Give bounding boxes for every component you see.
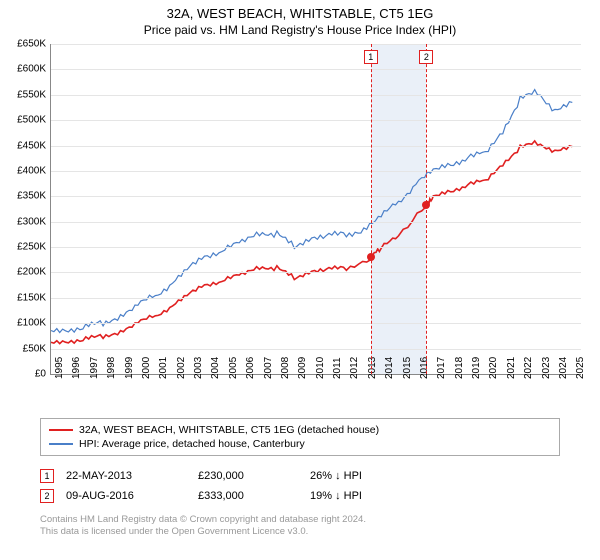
x-tick-label: 1998 [106, 357, 117, 379]
transaction-row: 2 09-AUG-2016 £333,000 19% ↓ HPI [40, 486, 560, 506]
x-tick-label: 2013 [367, 357, 378, 379]
y-tick-label: £550K [17, 89, 46, 100]
transaction-marker: 1 [40, 469, 54, 483]
y-tick-label: £650K [17, 39, 46, 50]
legend-box: 32A, WEST BEACH, WHITSTABLE, CT5 1EG (de… [40, 418, 560, 456]
x-tick-label: 2004 [210, 357, 221, 379]
footer-line-1: Contains HM Land Registry data © Crown c… [40, 514, 560, 526]
legend-swatch [49, 443, 73, 445]
x-tick-label: 2019 [471, 357, 482, 379]
x-tick-label: 2007 [263, 357, 274, 379]
y-tick-label: £450K [17, 140, 46, 151]
transaction-price: £230,000 [198, 470, 298, 482]
legend-item: HPI: Average price, detached house, Cant… [49, 437, 551, 451]
x-tick-label: 2002 [176, 357, 187, 379]
x-tick-label: 1995 [54, 357, 65, 379]
y-tick-label: £500K [17, 115, 46, 126]
gridline [51, 95, 581, 96]
gridline [51, 120, 581, 121]
x-tick-label: 2016 [419, 357, 430, 379]
x-tick-label: 2005 [228, 357, 239, 379]
x-tick-label: 1999 [124, 357, 135, 379]
y-tick-label: £300K [17, 216, 46, 227]
x-tick-label: 2003 [193, 357, 204, 379]
x-tick-label: 2006 [245, 357, 256, 379]
transaction-pct: 26% ↓ HPI [310, 470, 430, 482]
x-tick-label: 2018 [454, 357, 465, 379]
y-tick-label: £600K [17, 64, 46, 75]
transactions-table: 1 22-MAY-2013 £230,000 26% ↓ HPI 2 09-AUG-201… [40, 466, 560, 506]
gridline [51, 69, 581, 70]
y-tick-label: £0 [35, 369, 46, 380]
y-tick-label: £400K [17, 165, 46, 176]
event-vline [371, 44, 372, 374]
x-tick-label: 2009 [297, 357, 308, 379]
event-dot [422, 201, 430, 209]
chart-subtitle: Price paid vs. HM Land Registry's House … [0, 21, 600, 37]
x-tick-label: 2024 [558, 357, 569, 379]
gridline [51, 272, 581, 273]
transaction-date: 09-AUG-2016 [66, 490, 186, 502]
x-tick-label: 2000 [141, 357, 152, 379]
gridline [51, 247, 581, 248]
transaction-pct: 19% ↓ HPI [310, 490, 430, 502]
transaction-price: £333,000 [198, 490, 298, 502]
legend-section: 32A, WEST BEACH, WHITSTABLE, CT5 1EG (de… [40, 418, 560, 539]
transaction-date: 22-MAY-2013 [66, 470, 186, 482]
legend-swatch [49, 429, 73, 431]
line-plot [51, 44, 581, 374]
event-dot [367, 253, 375, 261]
event-vline [426, 44, 427, 374]
gridline [51, 349, 581, 350]
chart-container: 32A, WEST BEACH, WHITSTABLE, CT5 1EG Pri… [0, 0, 600, 560]
x-tick-label: 2020 [488, 357, 499, 379]
x-tick-label: 2008 [280, 357, 291, 379]
legend-label: HPI: Average price, detached house, Cant… [79, 438, 305, 450]
x-tick-label: 2017 [436, 357, 447, 379]
footer-line-2: This data is licensed under the Open Gov… [40, 526, 560, 538]
gridline [51, 222, 581, 223]
x-tick-label: 1997 [89, 357, 100, 379]
gridline [51, 171, 581, 172]
x-tick-label: 2012 [349, 357, 360, 379]
transaction-marker: 2 [40, 489, 54, 503]
x-tick-label: 2023 [541, 357, 552, 379]
transaction-row: 1 22-MAY-2013 £230,000 26% ↓ HPI [40, 466, 560, 486]
y-tick-label: £200K [17, 267, 46, 278]
chart-title: 32A, WEST BEACH, WHITSTABLE, CT5 1EG [0, 0, 600, 21]
x-tick-label: 2011 [332, 357, 343, 379]
gridline [51, 44, 581, 45]
event-marker-1: 1 [364, 50, 378, 64]
gridline [51, 298, 581, 299]
x-tick-label: 2025 [575, 357, 586, 379]
event-marker-2: 2 [419, 50, 433, 64]
x-tick-label: 2021 [506, 357, 517, 379]
x-tick-label: 2022 [523, 357, 534, 379]
gridline [51, 196, 581, 197]
x-tick-label: 1996 [71, 357, 82, 379]
y-tick-label: £150K [17, 292, 46, 303]
gridline [51, 323, 581, 324]
y-tick-label: £250K [17, 242, 46, 253]
legend-label: 32A, WEST BEACH, WHITSTABLE, CT5 1EG (de… [79, 424, 379, 436]
y-tick-label: £100K [17, 318, 46, 329]
x-tick-label: 2015 [402, 357, 413, 379]
y-tick-label: £50K [23, 343, 46, 354]
plot-area: £0£50K£100K£150K£200K£250K£300K£350K£400… [50, 44, 581, 375]
y-tick-label: £350K [17, 191, 46, 202]
legend-item: 32A, WEST BEACH, WHITSTABLE, CT5 1EG (de… [49, 423, 551, 437]
x-tick-label: 2014 [384, 357, 395, 379]
x-tick-label: 2001 [158, 357, 169, 379]
x-tick-label: 2010 [315, 357, 326, 379]
footer-attribution: Contains HM Land Registry data © Crown c… [40, 514, 560, 539]
gridline [51, 146, 581, 147]
series-line [51, 90, 572, 333]
